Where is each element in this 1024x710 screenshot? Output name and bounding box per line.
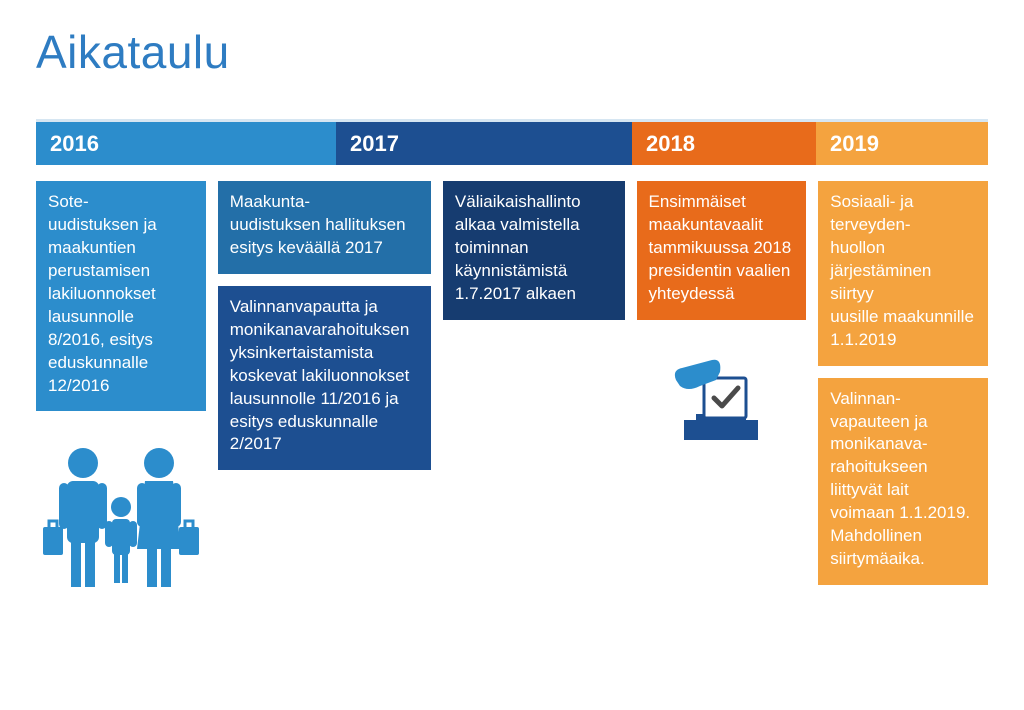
page-title: Aikataulu [36, 25, 988, 79]
card: Sosiaali- ja terveyden-huollon järjestäm… [818, 181, 988, 366]
timeline-year-2016: 2016 [36, 122, 336, 165]
timeline-year-2019: 2019 [816, 122, 988, 165]
column-4: Sosiaali- ja terveyden-huollon järjestäm… [818, 181, 988, 591]
timeline-infographic: Aikataulu 2016201720182019 Sote-uudistuk… [0, 0, 1024, 710]
card: Valinnan-vapauteen ja monikanava-rahoitu… [818, 378, 988, 586]
card: Valinnanvapautta ja monikanavarahoitukse… [218, 286, 431, 471]
column-1: Maakunta-uudistuksen hallituksen esitys … [218, 181, 431, 591]
timeline-year-2018: 2018 [632, 122, 816, 165]
family-icon [36, 441, 206, 591]
timeline-year-2017: 2017 [336, 122, 632, 165]
card: Maakunta-uudistuksen hallituksen esitys … [218, 181, 431, 274]
timeline-bar: 2016201720182019 [36, 119, 988, 165]
column-3: Ensimmäiset maakuntavaalit tammikuussa 2… [637, 181, 807, 591]
columns-container: Sote-uudistuksen ja maakuntien perustami… [36, 181, 988, 591]
card: Väliaikaishallinto alkaa valmistella toi… [443, 181, 625, 320]
ballot-icon [637, 350, 807, 450]
column-2: Väliaikaishallinto alkaa valmistella toi… [443, 181, 625, 591]
card: Sote-uudistuksen ja maakuntien perustami… [36, 181, 206, 411]
card: Ensimmäiset maakuntavaalit tammikuussa 2… [637, 181, 807, 320]
column-0: Sote-uudistuksen ja maakuntien perustami… [36, 181, 206, 591]
